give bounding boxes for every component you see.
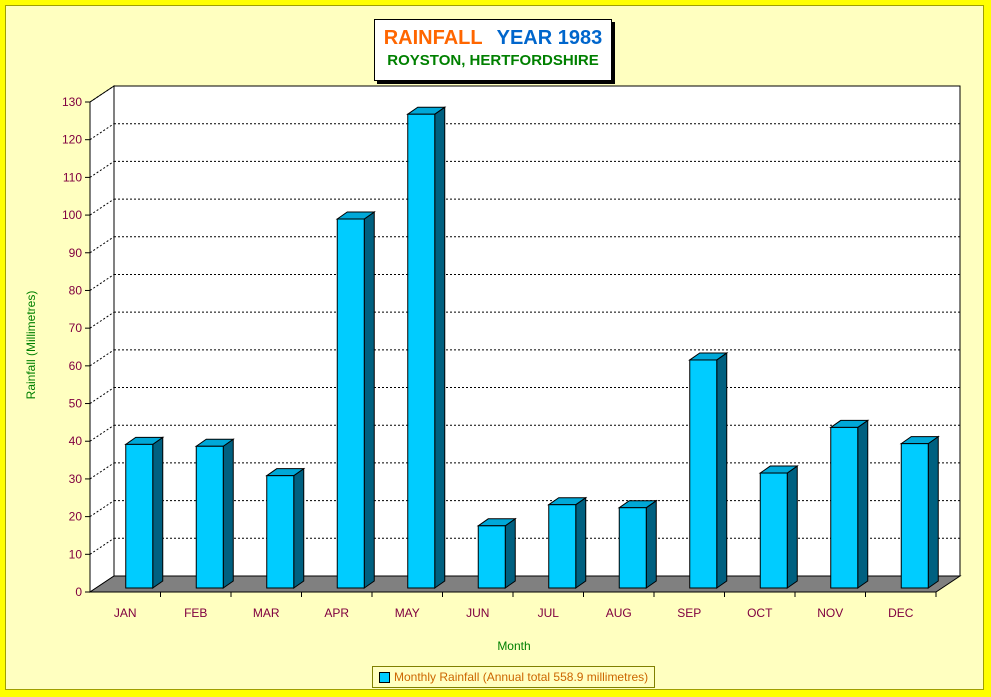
bar-jul <box>547 496 588 589</box>
bar-side <box>927 435 939 589</box>
x-tick-label-dec: DEC <box>888 606 914 620</box>
y-tick-label: 0 <box>75 585 82 599</box>
back-wall <box>113 85 961 577</box>
bar-front <box>125 443 154 589</box>
bar-aug <box>617 499 658 589</box>
bar-sep <box>688 352 729 589</box>
y-tick-label: 50 <box>69 397 83 411</box>
y-tick-label: 30 <box>69 472 83 486</box>
y-tick-label: 110 <box>63 170 82 184</box>
bar-side <box>504 517 516 589</box>
x-tick-label-oct: OCT <box>747 606 773 620</box>
y-tick-label: 40 <box>69 434 83 448</box>
x-tick-label-sep: SEP <box>677 606 701 620</box>
x-tick-label-apr: APR <box>324 606 349 620</box>
chart-title: RAINFALL YEAR 1983 <box>375 27 611 50</box>
bar-side <box>575 496 587 589</box>
bar-side <box>363 211 375 589</box>
gridline-depth <box>89 462 115 480</box>
bar-feb <box>194 438 235 589</box>
y-axis-title: Rainfall (Millimetres) <box>24 291 38 400</box>
bar-side <box>293 467 305 589</box>
bar-front <box>195 445 224 589</box>
x-tick-labels: JAN FEB MAR APR MAY JUN JUL AUG SEP OCT NOV DEC <box>114 606 914 620</box>
bar-side <box>645 499 657 589</box>
x-tick-label-mar: MAR <box>253 606 280 620</box>
gridline-depth <box>89 198 115 216</box>
bar-nov <box>829 419 870 589</box>
gridline-depth <box>89 349 115 367</box>
bar-front <box>689 359 718 589</box>
x-tick-label-nov: NOV <box>817 606 843 620</box>
gridline-depth <box>89 236 115 254</box>
y-tick-label: 10 <box>69 547 83 561</box>
bar-front <box>336 218 365 589</box>
y-tick-label: 70 <box>69 321 83 335</box>
gridline-depth <box>89 537 115 555</box>
gridline-depth <box>89 311 115 329</box>
bar-front <box>407 113 436 589</box>
y-tick-label: 130 <box>62 95 82 109</box>
y-tick-label: 20 <box>69 510 83 524</box>
gridline-depth <box>89 424 115 442</box>
x-tick-label-jan: JAN <box>114 606 137 620</box>
bar-front <box>830 426 859 589</box>
gridline-depth <box>89 160 115 178</box>
bar-front <box>477 525 506 589</box>
legend-swatch <box>379 671 390 683</box>
title-year: YEAR 1983 <box>496 27 603 49</box>
y-tick-label: 60 <box>69 359 83 373</box>
legend-label: Monthly Rainfall (Annual total 558.9 mil… <box>394 670 649 684</box>
bar-mar <box>265 467 306 589</box>
x-tick-label-aug: AUG <box>606 606 632 620</box>
x-tick-label-feb: FEB <box>184 606 207 620</box>
x-tick-label-may: MAY <box>395 606 420 620</box>
bar-jun <box>476 517 517 589</box>
bar-may <box>406 106 447 589</box>
title-rainfall: RAINFALL <box>383 27 483 49</box>
gridline-depth <box>89 85 115 103</box>
gridline-depth <box>89 387 115 404</box>
gridline-depth <box>89 123 115 141</box>
bar-front <box>548 504 577 589</box>
bar-side <box>857 419 869 589</box>
chart-title-box: RAINFALL YEAR 1983 ROYSTON, HERTFORDSHIRE <box>374 19 612 81</box>
legend: Monthly Rainfall (Annual total 558.9 mil… <box>372 666 656 688</box>
x-axis-title: Month <box>497 639 530 653</box>
grid-layer <box>88 85 962 593</box>
bar-front <box>900 443 929 589</box>
y-tick-label: 120 <box>62 133 82 147</box>
y-tick-label: 80 <box>69 283 83 297</box>
bar-side <box>434 106 446 589</box>
y-tick-label: 90 <box>69 246 83 260</box>
bar-front <box>266 475 295 589</box>
chart-subtitle: ROYSTON, HERTFORDSHIRE <box>387 52 599 69</box>
left-wall <box>89 85 115 593</box>
bars-layer <box>124 106 940 589</box>
x-tick-label-jul: JUL <box>538 606 560 620</box>
bar-front <box>618 507 647 589</box>
bar-side <box>716 352 728 589</box>
bar-side <box>152 436 164 589</box>
bar-oct <box>758 465 799 589</box>
axis-layer: 0 10 20 30 40 50 60 70 80 90 100 110 120 130 <box>62 95 937 599</box>
x-tick-label-jun: JUN <box>466 606 489 620</box>
y-tick-label: 100 <box>62 208 82 222</box>
bar-front <box>759 472 788 589</box>
bar-apr <box>335 211 376 589</box>
bar-dec <box>899 435 940 589</box>
bar-side <box>222 438 234 589</box>
gridline-depth <box>89 274 115 291</box>
bar-jan <box>124 436 165 589</box>
gridline-depth <box>89 500 115 518</box>
bar-side <box>786 465 798 589</box>
